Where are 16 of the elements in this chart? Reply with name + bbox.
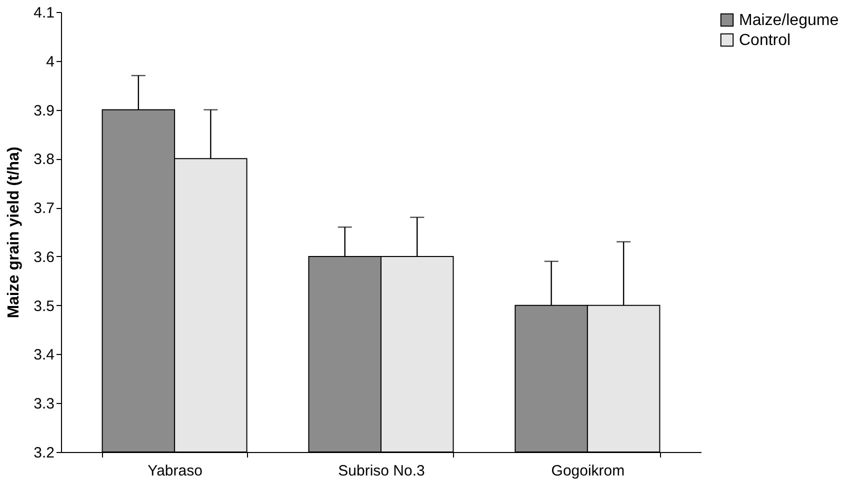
y-tick-label: 4.1	[34, 4, 54, 22]
y-axis-title: Maize grain yield (t/ha)	[6, 146, 23, 318]
y-tick-label: 4	[46, 53, 54, 70]
y-tick-label: 3.4	[34, 346, 54, 364]
x-tick-label: Subriso No.3	[338, 462, 425, 480]
y-tick-label: 3.6	[34, 248, 54, 266]
y-tick-label: 3.8	[34, 151, 54, 168]
y-tick-label: 3.2	[34, 444, 54, 462]
y-tick-label: 3.7	[34, 200, 54, 218]
legend-label: Control	[739, 32, 791, 49]
x-tick-label: Gogoikrom	[551, 462, 625, 480]
y-tick-label: 3.3	[34, 396, 54, 413]
y-tick-label: 3.9	[34, 102, 54, 120]
legend-label: Maize/legume	[739, 12, 839, 29]
x-tick-label: Yabraso	[148, 462, 202, 480]
y-tick-label: 3.5	[34, 298, 54, 315]
